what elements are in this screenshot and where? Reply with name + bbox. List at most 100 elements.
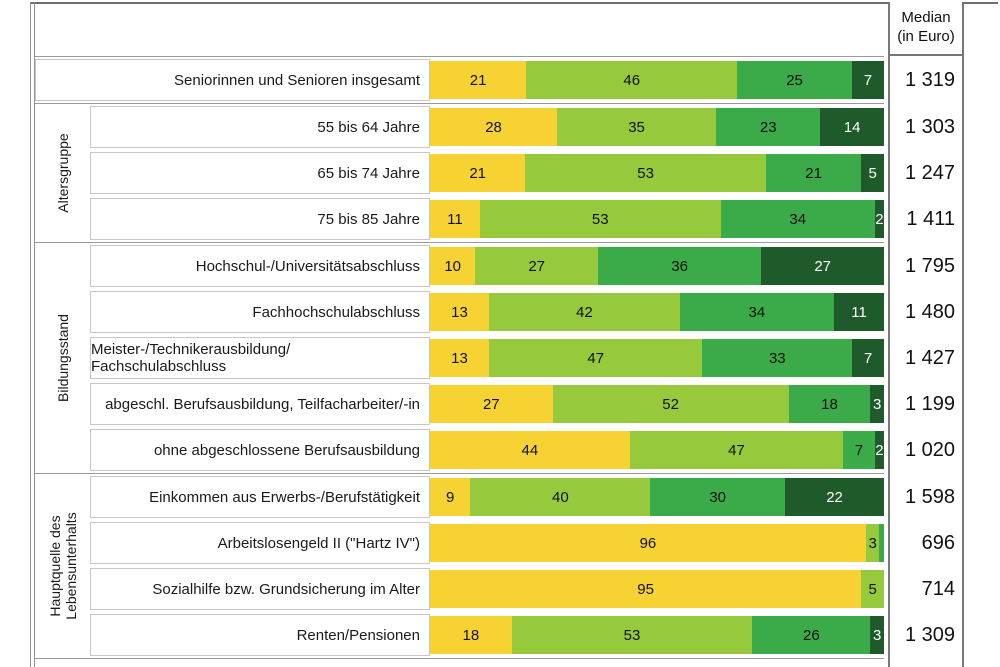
- row-label: 65 bis 74 Jahre: [90, 152, 430, 194]
- segment-4-dark-green: 14: [820, 108, 884, 146]
- segment-value-label: 18: [821, 395, 838, 413]
- bar-area: 13 42 34 11: [430, 289, 884, 335]
- segment-value-label: 5: [868, 580, 877, 598]
- chart-left-border-line: [34, 2, 35, 667]
- segment-1-yellow: 21: [430, 154, 526, 192]
- segment-2-light-green: 53: [511, 616, 753, 654]
- segment-2-light-green: 42: [489, 293, 680, 331]
- section-bildungsstand: Bildungsstand Hochschul-/Universitätsabsc…: [35, 242, 884, 473]
- stacked-bar-chart: Seniorinnen und Senioren insgesamt 21 46 25…: [35, 56, 884, 659]
- segment-value-label: 42: [576, 303, 593, 321]
- segment-4-dark-green: 2: [874, 431, 884, 469]
- segment-1-yellow: 27: [430, 385, 553, 423]
- segment-1-yellow: 13: [430, 339, 490, 377]
- segment-value-label: 7: [863, 349, 873, 367]
- bar-area: 21 53 21 5: [430, 150, 884, 196]
- segment-value-label: 3: [868, 534, 877, 552]
- row-label: abgeschl. Berufsausbildung, Teilfacharbe…: [90, 383, 430, 425]
- segment-value-label: 22: [826, 488, 843, 506]
- chart-row: Einkommen aus Erwerbs-/Berufstätigkeit 9 4…: [90, 474, 884, 520]
- row-label: ohne abgeschlossene Berufsausbildung: [90, 429, 430, 471]
- group-label: Bildungsstand: [35, 243, 90, 473]
- segment-3-green: 26: [752, 616, 871, 654]
- segment-value-label: 28: [485, 118, 502, 136]
- segment-2-light-green: 52: [552, 385, 789, 423]
- segment-value-label: 40: [552, 488, 569, 506]
- row-label: Einkommen aus Erwerbs-/Berufstätigkeit: [90, 476, 430, 518]
- segment-value-label: 34: [748, 303, 766, 321]
- segment-value-label: 11: [851, 303, 867, 321]
- segment-2-light-green: 46: [526, 61, 738, 99]
- stacked-bar: 11 53 34 2: [430, 200, 884, 238]
- median-value: 1 427: [904, 346, 955, 369]
- segment-value-label: 47: [587, 349, 605, 367]
- bar-area: 13 47 33 7: [430, 335, 884, 381]
- row-label: Hochschul-/Universitätsabschluss: [90, 245, 430, 287]
- median-value: 714: [921, 577, 955, 600]
- median-value: 1 480: [904, 300, 955, 323]
- segment-1-yellow: 28: [430, 108, 558, 146]
- stacked-bar: 13 47 33 7: [430, 339, 884, 377]
- segment-value-label: 96: [639, 534, 657, 552]
- stacked-bar: 18 53 26 3: [430, 616, 884, 654]
- segment-4-dark-green: 22: [785, 478, 884, 516]
- segment-1-yellow: 21: [430, 61, 527, 99]
- segment-2-light-green: 27: [475, 247, 598, 285]
- segment-3-green: 33: [702, 339, 853, 377]
- segment-2-light-green: 47: [629, 431, 844, 469]
- segment-value-label: 21: [469, 71, 487, 89]
- segment-value-label: 95: [637, 580, 654, 598]
- stacked-bar: 13 42 34 11: [430, 293, 884, 331]
- segment-1-yellow: 95: [430, 570, 862, 608]
- chart-row: 75 bis 85 Jahre 11 53 34 2: [90, 196, 884, 242]
- median-column-header: Median (in Euro): [890, 2, 962, 56]
- stacked-bar: 21 53 21 5: [430, 154, 884, 192]
- bar-area: 28 35 23 14: [430, 104, 884, 150]
- group-label-text: Altersgruppe: [54, 133, 71, 213]
- bar-area: 18 53 26 3: [430, 612, 884, 658]
- segment-value-label: 7: [854, 441, 864, 459]
- median-column: Median (in Euro) 1 319 1 303 1 247 1 411 1 7…: [888, 2, 964, 667]
- bar-area: 9 40 30 22: [430, 474, 884, 520]
- median-values-list: 1 319 1 303 1 247 1 411 1 795 1 480 1 427 1 199…: [890, 57, 962, 658]
- row-label: 55 bis 64 Jahre: [90, 106, 430, 148]
- stacked-bar: 10 27 36 27: [430, 247, 884, 285]
- row-label: Seniorinnen und Senioren insgesamt: [35, 59, 430, 101]
- segment-3-green: 34: [720, 200, 875, 238]
- segment-4-dark-green: 2: [874, 200, 884, 238]
- segment-4-dark-green: 3: [870, 616, 884, 654]
- chart-row: Hochschul-/Universitätsabschluss 10 27 36 27: [90, 243, 884, 289]
- segment-value-label: 10: [444, 257, 462, 275]
- segment-value-label: 3: [872, 626, 882, 644]
- row-label: Meister-/Technikerausbildung/ Fachschula…: [90, 337, 430, 379]
- segment-value-label: 5: [868, 164, 877, 182]
- segment-1-yellow: 13: [430, 293, 490, 331]
- segment-4-dark-green: 5: [861, 154, 884, 192]
- segment-value-label: 44: [521, 441, 539, 459]
- chart-row: 55 bis 64 Jahre 28 35 23 14: [90, 104, 884, 150]
- bar-area: 95 5: [430, 566, 884, 612]
- segment-2-light-green: 53: [479, 200, 721, 238]
- median-value: 1 303: [904, 115, 955, 138]
- segment-2-light-green: 53: [525, 154, 766, 192]
- segment-value-label: 27: [528, 257, 546, 275]
- chart-row: Fachhochschulabschluss 13 42 34 11: [90, 289, 884, 335]
- chart-row: Arbeitslosengeld II ("Hartz IV") 96 3: [90, 520, 884, 566]
- bar-area: 44 47 7 2: [430, 427, 884, 473]
- segment-value-label: 53: [623, 626, 641, 644]
- segment-value-label: 13: [451, 303, 468, 321]
- segment-1-yellow: 10: [430, 247, 476, 285]
- stacked-bar: 96 3: [430, 524, 884, 562]
- section-hauptquelle-des-lebensunterhalts: Hauptquelle des Lebensunterhalts Einkomme…: [35, 473, 884, 659]
- stacked-bar: 44 47 7 2: [430, 431, 884, 469]
- segment-value-label: 33: [768, 349, 786, 367]
- segment-3-green: 25: [737, 61, 852, 99]
- segment-3-green: 36: [597, 247, 762, 285]
- chart-row: Seniorinnen und Senioren insgesamt 21 46 25…: [35, 57, 884, 103]
- segment-value-label: 2: [875, 210, 884, 228]
- chart-row: Sozialhilfe bzw. Grundsicherung im Alter…: [90, 566, 884, 612]
- segment-3-green: 7: [843, 431, 875, 469]
- segment-value-label: 53: [637, 164, 654, 182]
- segment-2-light-green: 35: [557, 108, 716, 146]
- segment-2-light-green: 47: [489, 339, 703, 377]
